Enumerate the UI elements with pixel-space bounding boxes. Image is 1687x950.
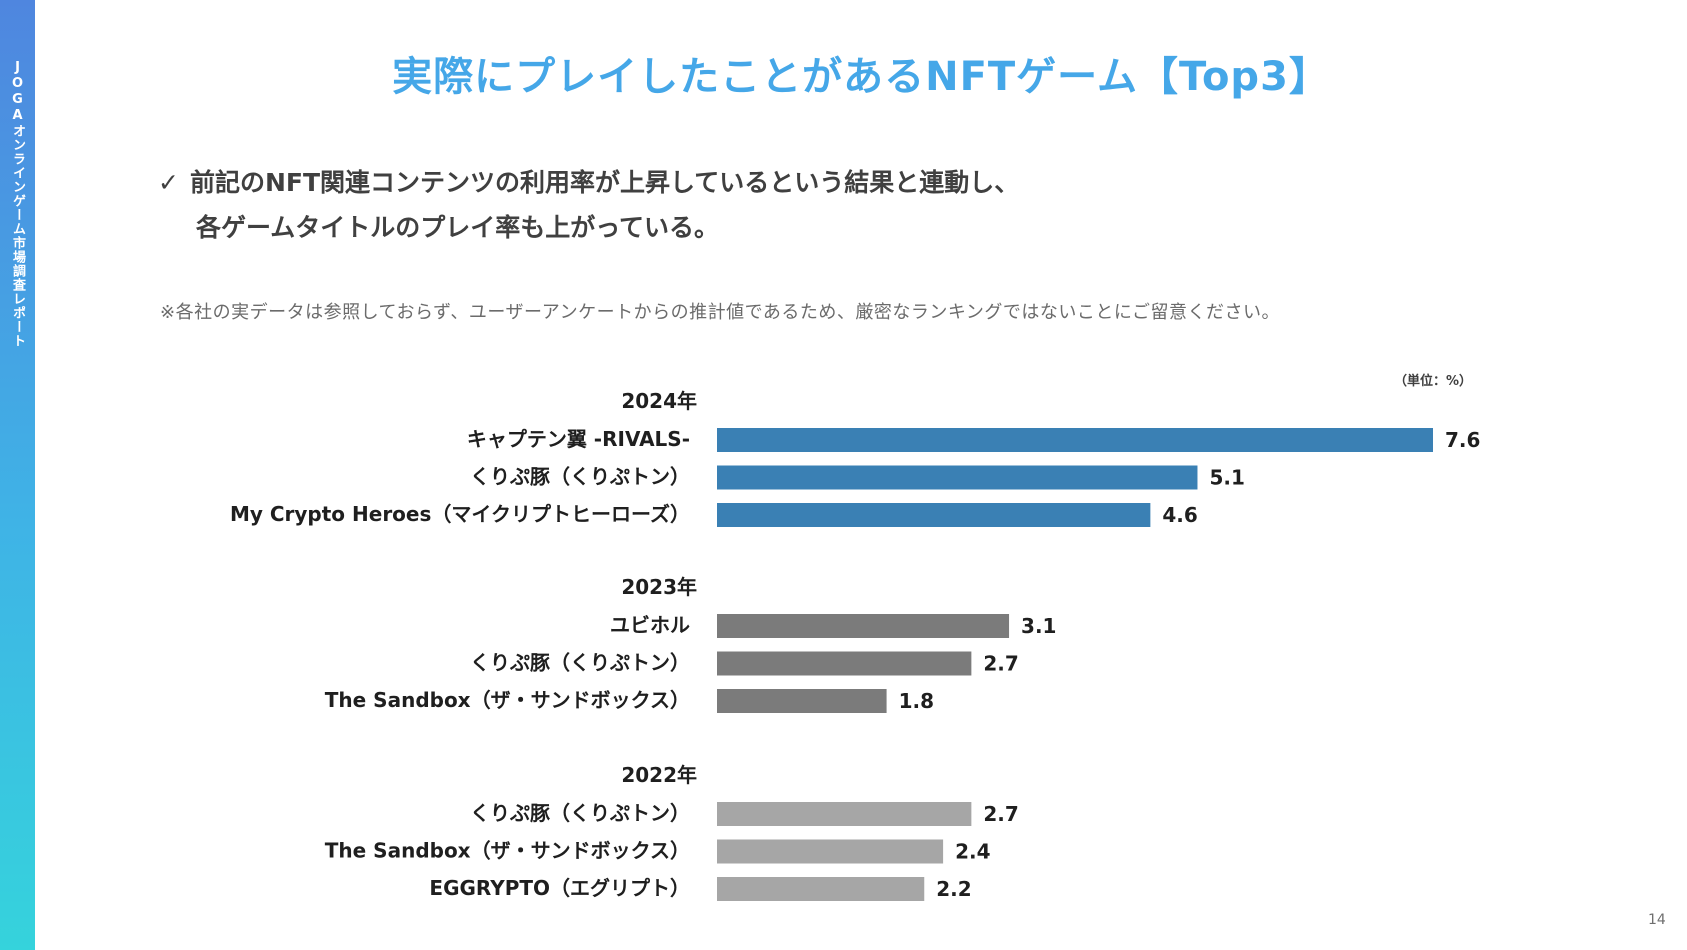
- bar-1-2: [717, 689, 887, 713]
- bar-0-1: [717, 465, 1198, 490]
- value-label-1-2: 1.8: [899, 689, 934, 713]
- year-label-1: 2023年: [621, 575, 697, 599]
- bar-0-2: [717, 503, 1151, 527]
- category-label-1-0: ユビホル: [610, 613, 690, 637]
- category-label-2-0: くりぷ豚（くりぷトン）: [470, 801, 690, 825]
- bar-2-0: [717, 802, 972, 826]
- check-icon: ✓: [158, 168, 179, 197]
- slide-title: 実際にプレイしたことがあるNFTゲーム【Top3】: [392, 54, 1330, 100]
- category-label-1-2: The Sandbox（ザ・サンドボックス）: [325, 688, 690, 712]
- bar-2-1: [717, 839, 944, 864]
- value-label-2-0: 2.7: [983, 802, 1018, 826]
- bullet-block: ✓ 前記のNFT関連コンテンツの利用率が上昇しているという結果と連動し、 各ゲーム…: [158, 160, 1019, 250]
- page-number: 14: [1648, 912, 1666, 928]
- category-label-0-2: My Crypto Heroes（マイクリプトヒーローズ）: [230, 502, 690, 526]
- disclaimer-note: ※各社の実データは参照しておらず、ユーザーアンケートからの推計値であるため、厳密…: [160, 302, 1280, 323]
- bar-1-1: [717, 651, 972, 676]
- year-label-2: 2022年: [621, 763, 697, 787]
- year-label-0: 2024年: [621, 389, 697, 413]
- value-label-1-1: 2.7: [983, 652, 1018, 676]
- value-label-1-0: 3.1: [1021, 614, 1056, 638]
- value-label-2-1: 2.4: [955, 840, 990, 864]
- bar-0-0: [717, 428, 1433, 452]
- value-label-0-1: 5.1: [1209, 466, 1244, 490]
- bullet-text-1: 前記のNFT関連コンテンツの利用率が上昇しているという結果と連動し、: [190, 168, 1020, 197]
- value-label-0-2: 4.6: [1162, 503, 1197, 527]
- category-label-2-2: EGGRYPTO（エグリプト）: [429, 876, 690, 900]
- category-label-1-1: くりぷ豚（くりぷトン）: [470, 651, 690, 675]
- sidebar-report-label: JOGAオンラインゲーム市場調査レポート: [10, 60, 25, 348]
- category-label-0-1: くりぷ豚（くりぷトン）: [470, 465, 690, 489]
- value-label-0-0: 7.6: [1445, 428, 1480, 452]
- bullet-text-2: 各ゲームタイトルのプレイ率も上がっている。: [196, 213, 720, 242]
- bar-1-0: [717, 614, 1010, 638]
- bullet-line-1: ✓ 前記のNFT関連コンテンツの利用率が上昇しているという結果と連動し、: [158, 160, 1019, 205]
- category-label-2-1: The Sandbox（ザ・サンドボックス）: [325, 839, 690, 863]
- bar-2-2: [717, 877, 925, 901]
- unit-label: （単位：%）: [1394, 374, 1473, 389]
- value-label-2-2: 2.2: [936, 877, 971, 901]
- category-label-0-0: キャプテン翼 -RIVALS-: [467, 427, 690, 451]
- sidebar-band: JOGAオンラインゲーム市場調査レポート: [0, 0, 35, 950]
